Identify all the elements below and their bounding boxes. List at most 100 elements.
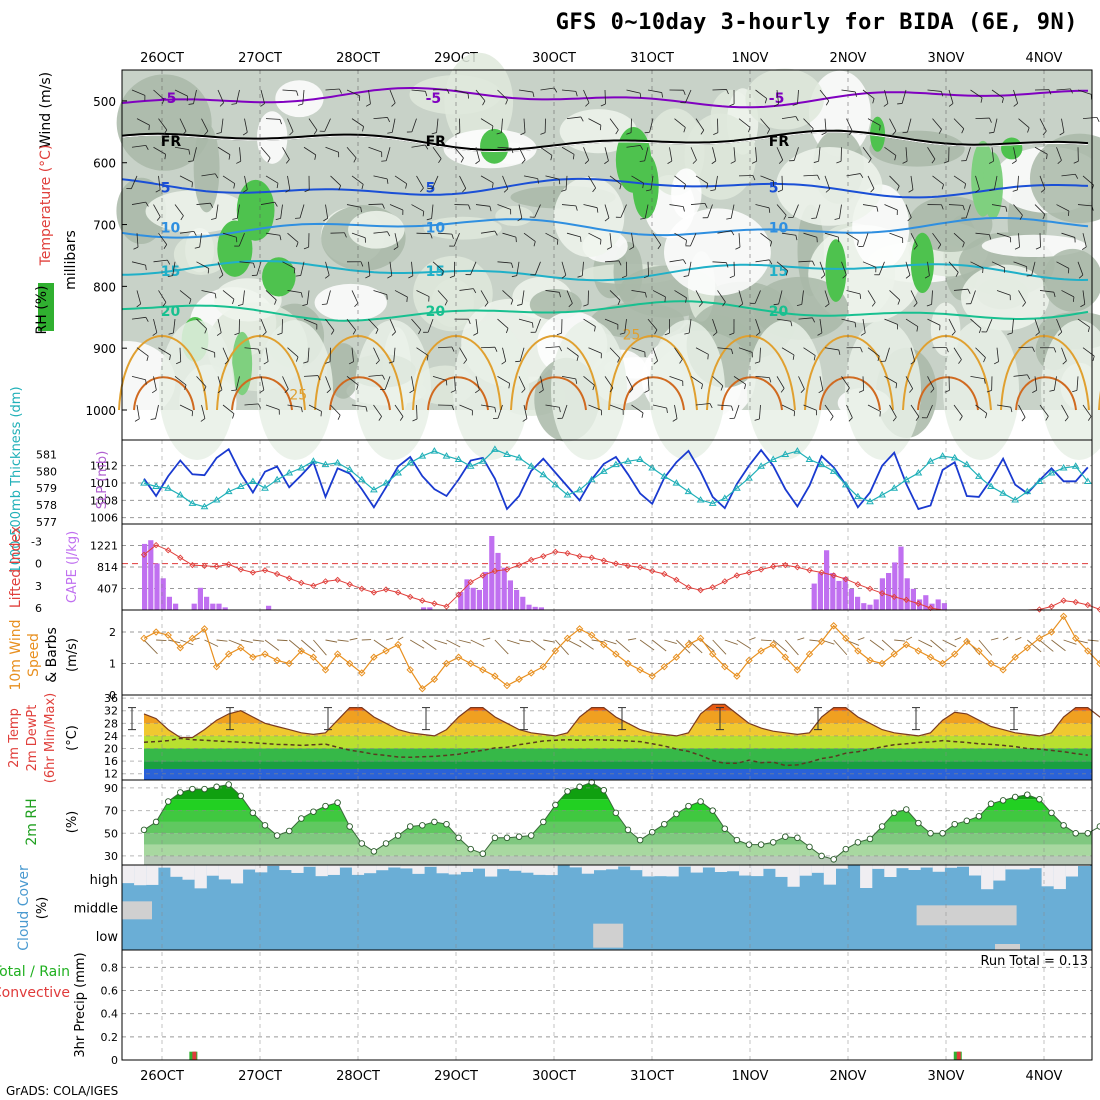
wind-barb — [303, 318, 318, 325]
wind-barb — [330, 404, 341, 416]
lifted-index-point — [878, 590, 886, 597]
chart-title: GFS 0~10day 3-hourly for BIDA (6E, 9N) — [555, 10, 1078, 35]
wind-speed-point — [624, 659, 632, 668]
wind-speed-point — [273, 656, 281, 665]
cloud-cover-high-gap — [509, 865, 522, 871]
wind-barb-flag — [766, 129, 771, 134]
wind-barb-flag — [682, 206, 685, 212]
wind-barb — [688, 261, 692, 276]
wind-barb-flag — [902, 160, 908, 164]
lifted-index-point — [903, 596, 910, 603]
wind-barb — [953, 347, 962, 360]
wind-barb — [131, 316, 146, 320]
wind-barb — [717, 230, 732, 234]
wind-barb — [523, 232, 536, 242]
wind-speed-point — [648, 672, 656, 680]
wind-barb-flag — [672, 418, 678, 422]
wind-barb — [953, 118, 965, 129]
wind-barb-flag — [617, 300, 621, 305]
wind-barb — [926, 404, 933, 419]
pressure-tick-label: 800 — [93, 280, 116, 294]
temperature-contour-30 — [427, 376, 489, 411]
wind-barb-flag — [962, 205, 965, 211]
date-label-bottom: 30OCT — [532, 1069, 576, 1084]
wind-barb-flag — [263, 361, 269, 365]
wind-barb — [346, 147, 357, 159]
wind-barb — [669, 204, 684, 208]
rh2m-point — [419, 822, 426, 829]
wind-barb-flag — [1081, 246, 1087, 250]
wind-barb — [217, 89, 224, 103]
thickness-point — [176, 491, 185, 498]
lifted-index-point — [636, 564, 644, 571]
wind-barb — [561, 89, 576, 92]
wind-barb-flag — [692, 159, 697, 164]
temperature-contour-label: 20 — [161, 304, 181, 320]
wind-barb-flag — [406, 296, 408, 302]
wind-barb-flag — [145, 317, 149, 322]
wind-barb-flag — [617, 357, 620, 363]
wind-barb — [518, 204, 523, 219]
wind-barb — [781, 347, 795, 356]
wind-barb-flag — [1022, 302, 1026, 307]
wind-barb — [975, 404, 988, 414]
rh2m-point — [697, 798, 704, 805]
wind-barb-flag — [508, 383, 510, 389]
wind-barb-flag — [492, 182, 494, 188]
wind-barb — [652, 347, 658, 362]
wind-barb-flag — [284, 388, 289, 393]
cloud-cover-high-gap — [1017, 865, 1030, 870]
temperature-contour-30 — [525, 376, 587, 411]
wind-barb — [652, 232, 662, 246]
wind-barb — [975, 347, 986, 358]
wind-barb — [459, 347, 468, 360]
wind-barb-flag — [937, 244, 942, 249]
wind-barb-flag — [378, 416, 382, 421]
wind-barb-flag — [985, 413, 988, 419]
thickness-point — [696, 496, 705, 503]
wind-speed-point — [1047, 628, 1056, 636]
wind-barb — [889, 118, 897, 132]
wind-barb-flag — [988, 131, 994, 134]
wind-barb-flag — [484, 302, 489, 307]
wind-barb — [325, 88, 340, 91]
thickness-point — [733, 484, 741, 491]
wind-barb — [970, 290, 976, 304]
cloud-cover-high-gap — [279, 865, 292, 871]
wind-barb — [884, 146, 897, 156]
cape-bar — [941, 603, 947, 610]
cape-bar — [898, 546, 904, 610]
wind-barb — [867, 118, 881, 126]
wind-barb-flag — [391, 102, 396, 107]
wind-barb — [432, 375, 447, 381]
wind-barb-flag — [387, 231, 391, 237]
wind-barb-flag — [683, 275, 689, 277]
rh-shading-moist — [262, 257, 296, 297]
wind-barb — [518, 376, 526, 390]
wind-barb — [669, 147, 673, 162]
wind-barb — [824, 404, 834, 417]
wind-barb-flag — [735, 246, 741, 250]
cape-bar — [489, 536, 495, 610]
wind-barb-flag — [533, 241, 536, 247]
wind-barb-10m — [990, 637, 999, 641]
lifted-index-point — [334, 576, 341, 584]
wind-barb — [1056, 261, 1070, 269]
rh-shading-moist — [910, 232, 934, 294]
temp-tick-label: 16 — [104, 755, 118, 768]
thickness-point — [164, 484, 173, 491]
lifted-index-point — [394, 589, 402, 596]
wind-barb — [436, 118, 439, 133]
wind-barb — [287, 232, 299, 243]
wind-barb-flag — [764, 98, 768, 104]
wind-barb — [368, 89, 371, 104]
wind-barb — [535, 318, 541, 333]
lifted-index-point — [757, 566, 765, 573]
wind-barb-flag — [217, 389, 223, 394]
wind-barb — [222, 347, 229, 361]
date-label-top: 28OCT — [336, 51, 380, 66]
temperature-contour-30 — [133, 376, 195, 411]
wind-barb-flag — [988, 160, 994, 164]
wind-barb — [325, 261, 330, 276]
wind-speed-point — [1023, 644, 1032, 652]
